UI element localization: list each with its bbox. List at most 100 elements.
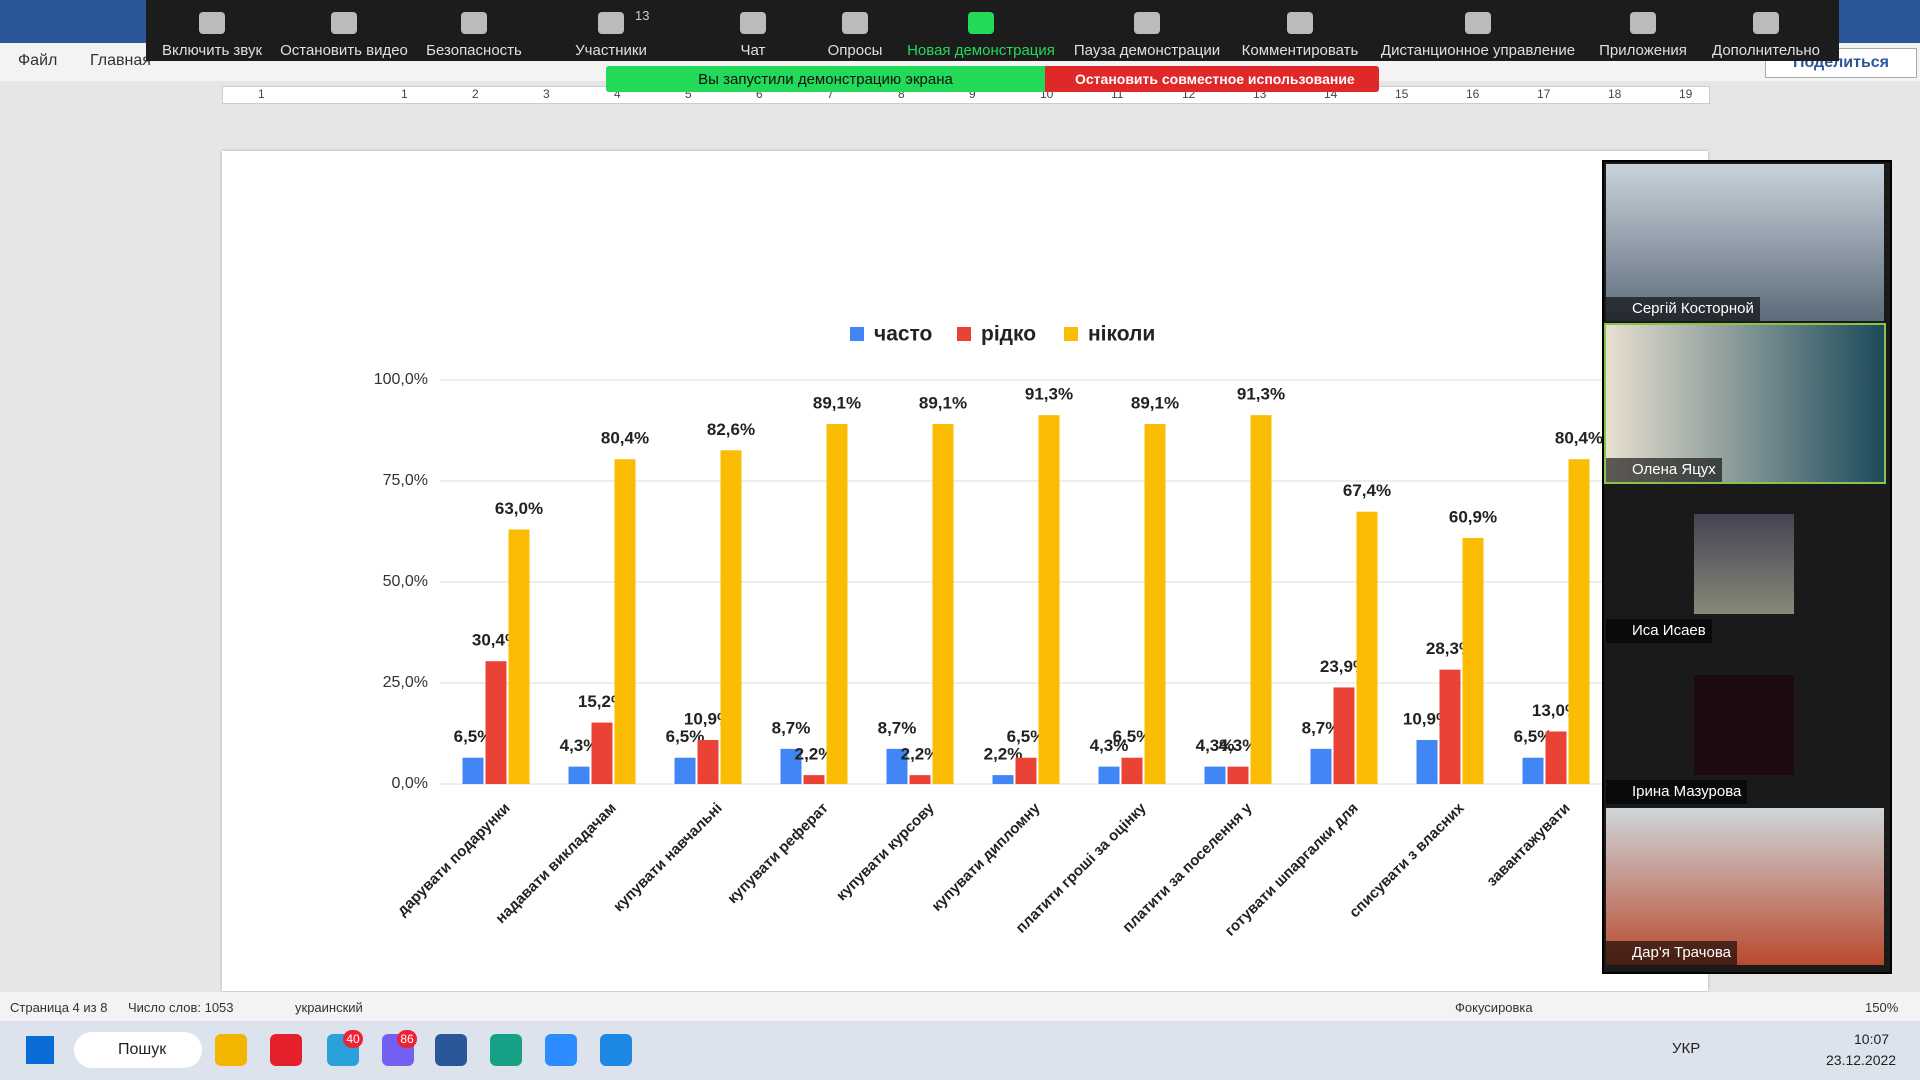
search-text[interactable]: Пошук xyxy=(118,1041,167,1058)
value-label: 63,0% xyxy=(495,499,543,518)
toolbar-label[interactable]: Новая демонстрация xyxy=(907,42,1055,59)
toolbar-icon[interactable] xyxy=(1287,12,1313,34)
name-tag: Дар'я Трачова xyxy=(1606,941,1737,965)
legend-label: часто xyxy=(874,323,932,346)
toolbar-label[interactable]: Безопасность xyxy=(426,42,522,59)
toolbar-icon[interactable] xyxy=(842,12,868,34)
stop-share-button[interactable] xyxy=(1045,66,1379,92)
search-box xyxy=(74,1032,202,1068)
toolbar-label[interactable]: Участники xyxy=(575,42,647,59)
bar xyxy=(826,424,848,784)
ruler-number: 9 xyxy=(969,87,976,101)
y-tick-label: 50,0% xyxy=(383,573,428,590)
bar xyxy=(614,459,636,784)
ruler-number: 4 xyxy=(614,87,621,101)
taskbar-app[interactable] xyxy=(545,1034,577,1066)
value-label: 80,4% xyxy=(601,429,649,448)
value-label: 2,2% xyxy=(984,745,1023,764)
toolbar-label[interactable]: Дистанционное управление xyxy=(1380,42,1576,59)
bar xyxy=(1545,731,1567,784)
menu-tab[interactable]: Главная xyxy=(90,52,151,69)
bar xyxy=(1250,415,1272,784)
toolbar-label[interactable]: Комментировать xyxy=(1241,42,1359,59)
ruler-number: 5 xyxy=(685,87,692,101)
bar xyxy=(485,661,507,784)
language[interactable]: УКР xyxy=(1672,1040,1701,1057)
menu-tab[interactable]: Файл xyxy=(18,52,58,69)
participants-count: 13 xyxy=(635,8,650,23)
name-tag: Сергій Косторной xyxy=(1606,297,1760,321)
ruler-number: 15 xyxy=(1395,87,1409,101)
toolbar-icon[interactable] xyxy=(461,12,487,34)
value-label: 6,5% xyxy=(1514,727,1553,746)
taskbar-app[interactable] xyxy=(600,1034,632,1066)
status-item: 150% xyxy=(1865,1000,1899,1015)
bar xyxy=(1098,766,1120,784)
badge: 40 xyxy=(343,1030,363,1048)
legend-swatch xyxy=(957,327,971,341)
legend-swatch xyxy=(850,327,864,341)
y-tick-label: 100,0% xyxy=(374,371,428,388)
value-label: 6,5% xyxy=(666,727,705,746)
value-label: 80,4% xyxy=(1555,429,1603,448)
toolbar-label[interactable]: Опросы xyxy=(827,42,883,59)
status-item: Фокусировка xyxy=(1455,1000,1533,1015)
ruler-number: 1 xyxy=(258,87,265,101)
toolbar-icon[interactable] xyxy=(1465,12,1491,34)
share-banner-text: Вы запустили демонстрацию экрана xyxy=(698,71,953,88)
toolbar-label[interactable]: Пауза демонстрации xyxy=(1073,42,1221,59)
bar xyxy=(1462,537,1484,784)
stop-share-text[interactable]: Остановить совместное использование xyxy=(1075,71,1355,87)
x-tick-label: купувати курсову xyxy=(833,799,938,904)
toolbar-label[interactable]: Включить звук xyxy=(161,42,263,59)
toolbar-icon[interactable] xyxy=(331,12,357,34)
bar xyxy=(591,722,613,784)
taskbar-app[interactable] xyxy=(270,1034,302,1066)
toolbar-icon[interactable] xyxy=(968,12,994,34)
toolbar-icon[interactable] xyxy=(740,12,766,34)
bar xyxy=(508,529,530,784)
toolbar-label[interactable]: Дополнительно xyxy=(1712,42,1820,59)
bar xyxy=(1227,766,1249,784)
bar xyxy=(1568,459,1590,784)
legend-label: рідко xyxy=(981,323,1036,346)
name-tag: Ірина Мазурова xyxy=(1606,780,1748,804)
share-banner xyxy=(606,66,1045,92)
toolbar-icon[interactable] xyxy=(199,12,225,34)
value-label: 6,5% xyxy=(1007,727,1046,746)
bar xyxy=(568,766,590,784)
bar xyxy=(932,424,954,784)
taskbar-app[interactable] xyxy=(215,1034,247,1066)
taskbar-app[interactable] xyxy=(490,1034,522,1066)
bar xyxy=(886,748,908,784)
video-tile xyxy=(1604,323,1886,484)
bar xyxy=(1416,739,1438,784)
taskbar xyxy=(0,1021,1920,1080)
value-label: 30,4% xyxy=(472,631,520,650)
ruler-number: 18 xyxy=(1608,87,1622,101)
value-label: 89,1% xyxy=(1131,394,1179,413)
toolbar-icon[interactable] xyxy=(1630,12,1656,34)
toolbar-icon[interactable] xyxy=(1753,12,1779,34)
toolbar-icon[interactable] xyxy=(598,12,624,34)
toolbar-label[interactable]: Остановить видео xyxy=(280,42,408,59)
bar xyxy=(1522,757,1544,784)
taskbar-app[interactable] xyxy=(435,1034,467,1066)
legend-swatch xyxy=(1064,327,1078,341)
video-tile xyxy=(1606,808,1884,965)
value-label: 28,3% xyxy=(1426,639,1474,658)
ruler-number: 17 xyxy=(1537,87,1551,101)
bar xyxy=(462,757,484,784)
ruler-number: 6 xyxy=(756,87,763,101)
bar xyxy=(1204,766,1226,784)
toolbar-icon[interactable] xyxy=(1134,12,1160,34)
avatar xyxy=(1694,514,1794,614)
bar xyxy=(674,757,696,784)
ruler-number: 16 xyxy=(1466,87,1480,101)
value-label: 8,7% xyxy=(878,718,917,737)
toolbar-label[interactable]: Приложения xyxy=(1599,42,1687,59)
legend-label: ніколи xyxy=(1088,323,1155,346)
toolbar-label[interactable]: Чат xyxy=(740,42,766,59)
